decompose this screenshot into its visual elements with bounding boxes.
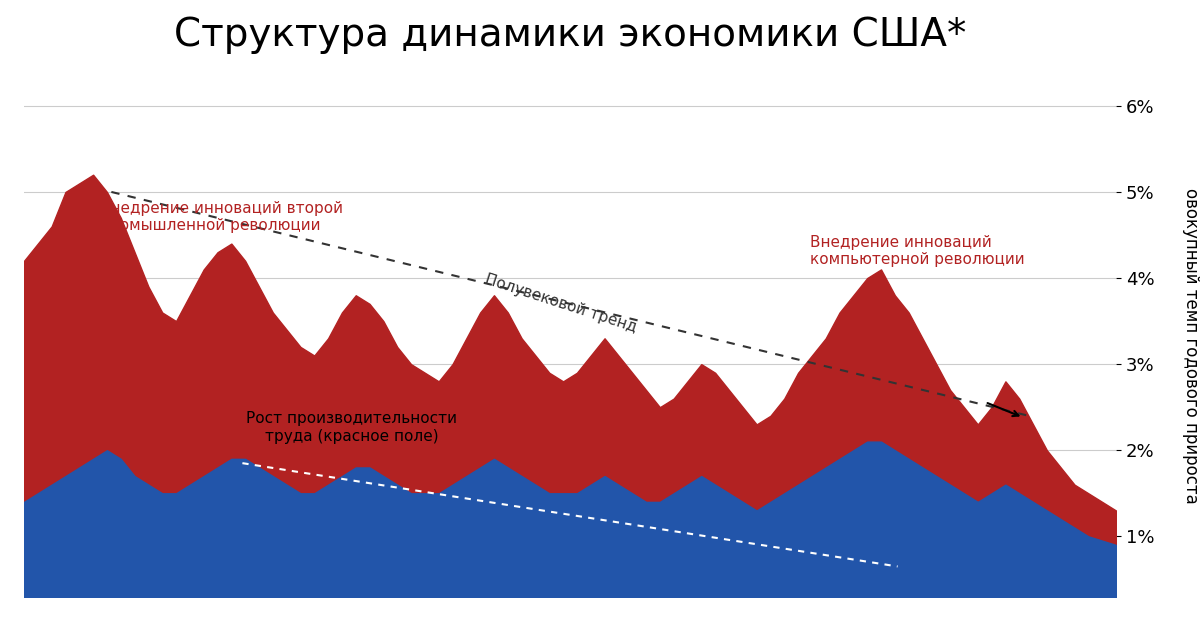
- Text: Рост производительности
труда (красное поле): Рост производительности труда (красное п…: [246, 411, 457, 444]
- Title: Структура динамики экономики США*: Структура динамики экономики США*: [174, 16, 966, 54]
- Text: Внедрение инноваций второй
промышленной революции: Внедрение инноваций второй промышленной …: [101, 200, 343, 233]
- Text: Полувековой тренд: Полувековой тренд: [482, 272, 638, 335]
- Text: овокупный темп годового прироста: овокупный темп годового прироста: [1182, 188, 1200, 503]
- Text: Внедрение инноваций
компьютерной революции: Внедрение инноваций компьютерной революц…: [810, 235, 1025, 268]
